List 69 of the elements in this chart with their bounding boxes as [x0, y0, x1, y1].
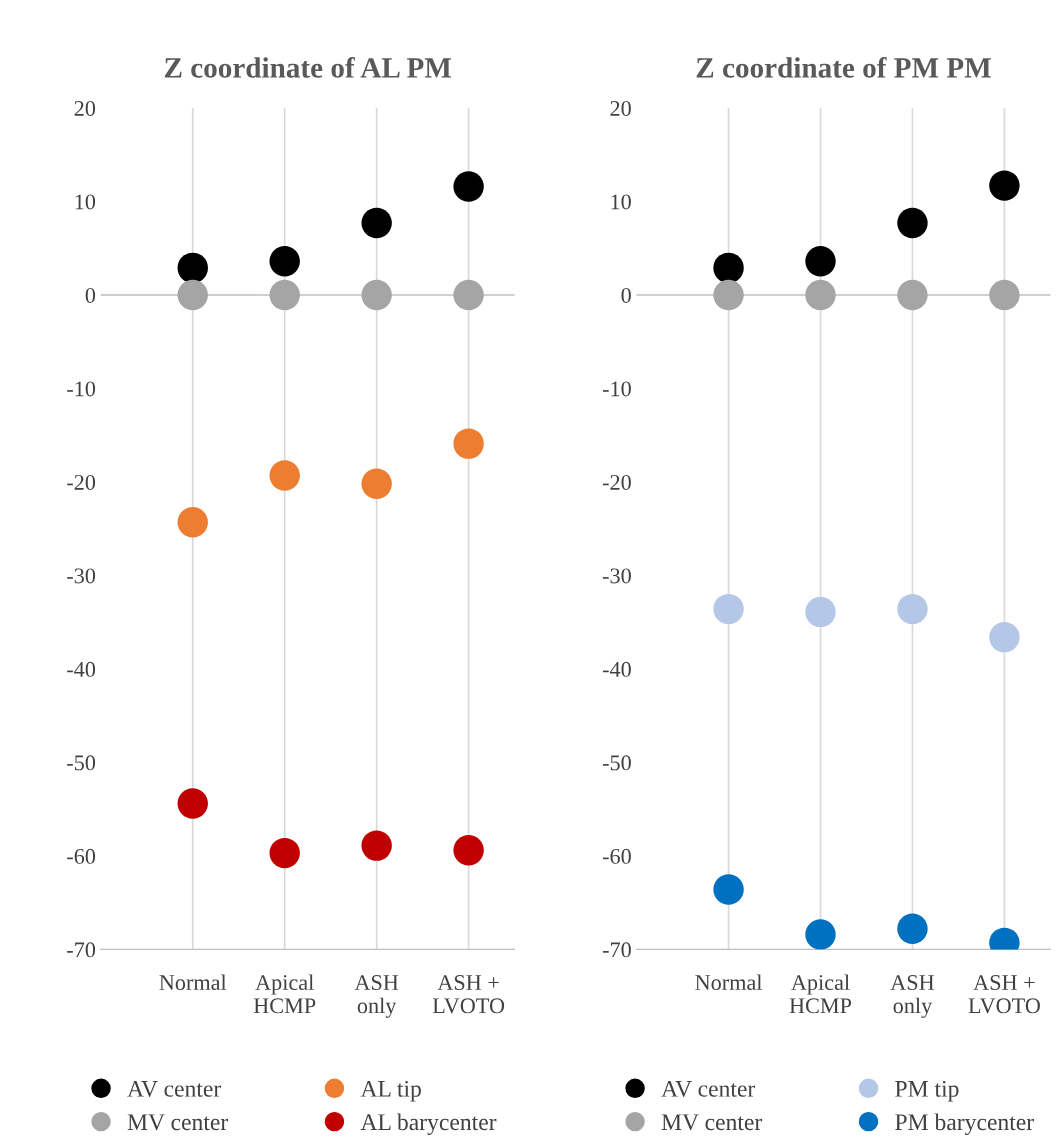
point — [989, 170, 1020, 201]
legend-label: AV center — [661, 1080, 756, 1097]
y-tick-label: -10 — [602, 381, 631, 397]
x-tick-label: ASH only — [890, 975, 935, 1018]
y-tick-label: -50 — [67, 755, 96, 771]
x-tick-label: ASH + LVOTO — [432, 975, 505, 1014]
point — [453, 428, 484, 459]
point — [897, 207, 928, 239]
y-tick-label: 20 — [610, 100, 631, 116]
point — [805, 596, 836, 628]
point — [713, 279, 744, 311]
point — [269, 837, 300, 869]
y-tick-label: -70 — [67, 942, 96, 958]
point — [713, 252, 744, 284]
y-tick-label: -60 — [67, 848, 96, 864]
y-tick-label: 0 — [621, 287, 631, 303]
point — [805, 279, 836, 311]
y-tick-label: 10 — [75, 194, 96, 210]
chart-title: Z coordinate of AL PM — [164, 56, 452, 78]
point — [805, 246, 836, 277]
point — [453, 279, 484, 311]
y-tick-label: -40 — [67, 661, 96, 677]
point — [897, 593, 928, 625]
y-tick-label: 20 — [74, 100, 96, 116]
y-tick-label: -60 — [602, 848, 631, 864]
legend-label: PM barycenter — [895, 1113, 1034, 1136]
legend-label: AV center — [127, 1080, 222, 1097]
legend-label: PM tip — [895, 1080, 959, 1102]
x-tick-label: Normal — [159, 974, 227, 991]
x-tick-label: ASH only — [354, 975, 399, 1018]
point — [989, 279, 1020, 311]
y-tick-label: -40 — [602, 661, 631, 677]
point — [453, 171, 484, 202]
x-tick-label: Apical HCMP — [789, 974, 852, 1014]
point — [805, 919, 836, 950]
point — [269, 279, 300, 311]
point — [989, 621, 1020, 653]
point — [361, 207, 392, 239]
point — [177, 252, 208, 284]
point — [361, 468, 392, 500]
legend-label: MV center — [661, 1114, 763, 1131]
point — [713, 593, 744, 625]
legend-label: MV center — [127, 1114, 229, 1131]
point — [713, 874, 744, 905]
y-tick-label: -30 — [602, 568, 631, 584]
y-tick-label: -10 — [67, 381, 96, 397]
point — [361, 279, 392, 311]
legend-label: AL barycenter — [360, 1113, 497, 1136]
point — [361, 830, 392, 861]
point — [177, 506, 208, 538]
point — [897, 913, 928, 945]
x-tick-label: Apical HCMP — [253, 974, 316, 1014]
point — [897, 279, 928, 311]
point — [177, 788, 208, 819]
legend-label: AL tip — [360, 1080, 421, 1102]
point — [177, 279, 208, 311]
chart-title: Z coordinate of PM PM — [696, 56, 991, 78]
x-tick-label: Normal — [695, 974, 763, 991]
y-tick-label: -20 — [67, 474, 96, 490]
y-tick-label: -20 — [602, 474, 631, 490]
point — [269, 246, 300, 277]
x-tick-label: ASH + LVOTO — [968, 975, 1040, 1014]
y-tick-label: 10 — [611, 194, 631, 210]
point — [453, 835, 484, 866]
y-tick-label: -30 — [67, 568, 96, 584]
point — [269, 460, 300, 491]
y-tick-label: -70 — [602, 942, 631, 958]
y-tick-label: 0 — [85, 287, 96, 303]
y-tick-label: -50 — [602, 755, 631, 771]
